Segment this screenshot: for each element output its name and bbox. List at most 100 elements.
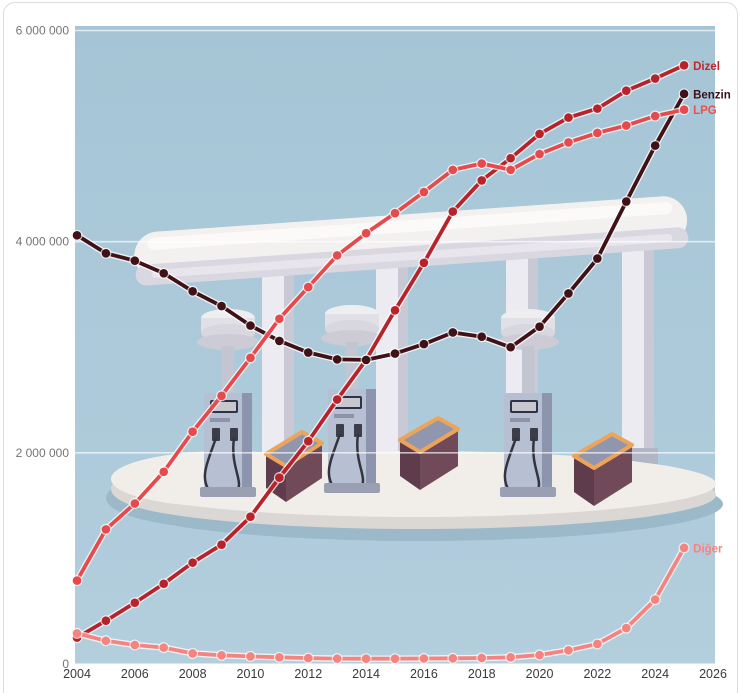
data-point	[332, 654, 342, 663]
data-point	[332, 355, 342, 364]
data-point	[188, 427, 197, 437]
data-point	[303, 282, 313, 292]
kiosk	[572, 432, 634, 506]
data-point	[477, 176, 487, 185]
data-point	[650, 141, 660, 150]
data-point	[159, 467, 169, 477]
series-label-benzin: Benzin	[693, 89, 731, 101]
data-point	[506, 165, 515, 175]
data-point	[390, 654, 400, 664]
data-point	[621, 121, 631, 130]
data-point	[188, 558, 197, 567]
data-point	[246, 321, 255, 330]
data-point	[361, 355, 371, 365]
series-benzin	[71, 88, 690, 366]
data-point	[564, 138, 573, 147]
series-diğer	[71, 542, 690, 665]
data-point	[188, 649, 197, 658]
data-point	[303, 653, 313, 663]
x-tick-label: 2008	[179, 667, 207, 681]
data-point	[679, 543, 689, 553]
x-axis-tick-labels: 2004 2006 2008 2010 2012 2014 2016 2018 2020 2022…	[63, 667, 727, 681]
data-point	[303, 348, 313, 357]
data-point	[275, 314, 284, 324]
data-point	[101, 636, 111, 646]
line	[75, 107, 685, 582]
data-point	[275, 473, 284, 482]
data-point	[130, 256, 140, 265]
series-end-labels: Dizel Benzin LPG Diğer	[693, 61, 731, 556]
data-point	[159, 579, 169, 589]
data-point	[246, 652, 255, 661]
data-point	[275, 653, 284, 662]
data-point	[564, 645, 573, 655]
data-point	[477, 653, 487, 663]
data-point	[101, 525, 111, 534]
x-tick-label: 2026	[699, 667, 727, 681]
data-point	[679, 89, 689, 99]
data-point	[419, 258, 429, 268]
y-tick-label: 2 000 000	[16, 446, 70, 460]
data-point	[593, 254, 602, 263]
data-point	[477, 159, 487, 168]
data-point	[506, 653, 515, 662]
series-lpg	[71, 104, 690, 587]
data-point	[332, 251, 342, 260]
data-point	[246, 512, 255, 522]
data-point	[361, 228, 371, 238]
data-point	[101, 616, 111, 626]
data-point	[275, 336, 284, 346]
data-point	[390, 208, 400, 218]
y-tick-label: 0	[62, 657, 69, 671]
data-point	[506, 153, 515, 163]
data-point	[650, 111, 660, 121]
data-point	[593, 639, 602, 649]
data-point	[217, 540, 226, 549]
data-point	[303, 436, 313, 446]
data-point	[535, 650, 544, 660]
data-point	[72, 629, 82, 638]
y-tick-label: 4 000 000	[16, 235, 70, 249]
data-point	[593, 104, 602, 113]
data-point	[477, 332, 487, 341]
x-tick-label: 2016	[410, 667, 438, 681]
data-point	[448, 165, 458, 175]
canopy	[134, 196, 689, 286]
x-tick-label: 2014	[352, 667, 380, 681]
x-tick-label: 2018	[468, 667, 496, 681]
data-point	[130, 499, 140, 508]
data-point	[650, 595, 660, 604]
y-tick-label: 6 000 000	[16, 24, 70, 38]
data-point	[188, 286, 197, 296]
data-point	[419, 654, 429, 663]
line	[76, 546, 686, 661]
data-point	[679, 61, 689, 70]
data-point	[621, 86, 631, 95]
data-point	[564, 113, 573, 122]
data-point	[217, 301, 226, 311]
data-point	[361, 654, 371, 664]
x-tick-label: 2012	[294, 667, 322, 681]
data-point	[621, 197, 631, 206]
data-point	[650, 74, 660, 83]
y-axis-tick-labels: 0 2 000 000 4 000 000 6 000 000	[16, 24, 70, 672]
data-point	[390, 349, 400, 358]
data-point	[246, 353, 255, 363]
data-point	[130, 640, 140, 650]
series-label-dizel: Dizel	[693, 61, 720, 73]
x-tick-label: 2010	[237, 667, 265, 681]
x-tick-label: 2004	[63, 667, 91, 681]
data-point	[72, 231, 82, 240]
series-label-lpg: LPG	[693, 105, 717, 117]
x-tick-label: 2020	[526, 667, 554, 681]
payment-kiosks	[264, 416, 634, 506]
data-point	[535, 129, 544, 139]
data-point	[332, 395, 342, 404]
data-point	[217, 651, 226, 660]
data-point	[535, 322, 544, 331]
series-label-diğer: Diğer	[693, 543, 723, 555]
data-point	[679, 105, 689, 114]
data-point	[506, 342, 515, 352]
x-tick-label: 2022	[583, 667, 611, 681]
line	[75, 92, 686, 362]
